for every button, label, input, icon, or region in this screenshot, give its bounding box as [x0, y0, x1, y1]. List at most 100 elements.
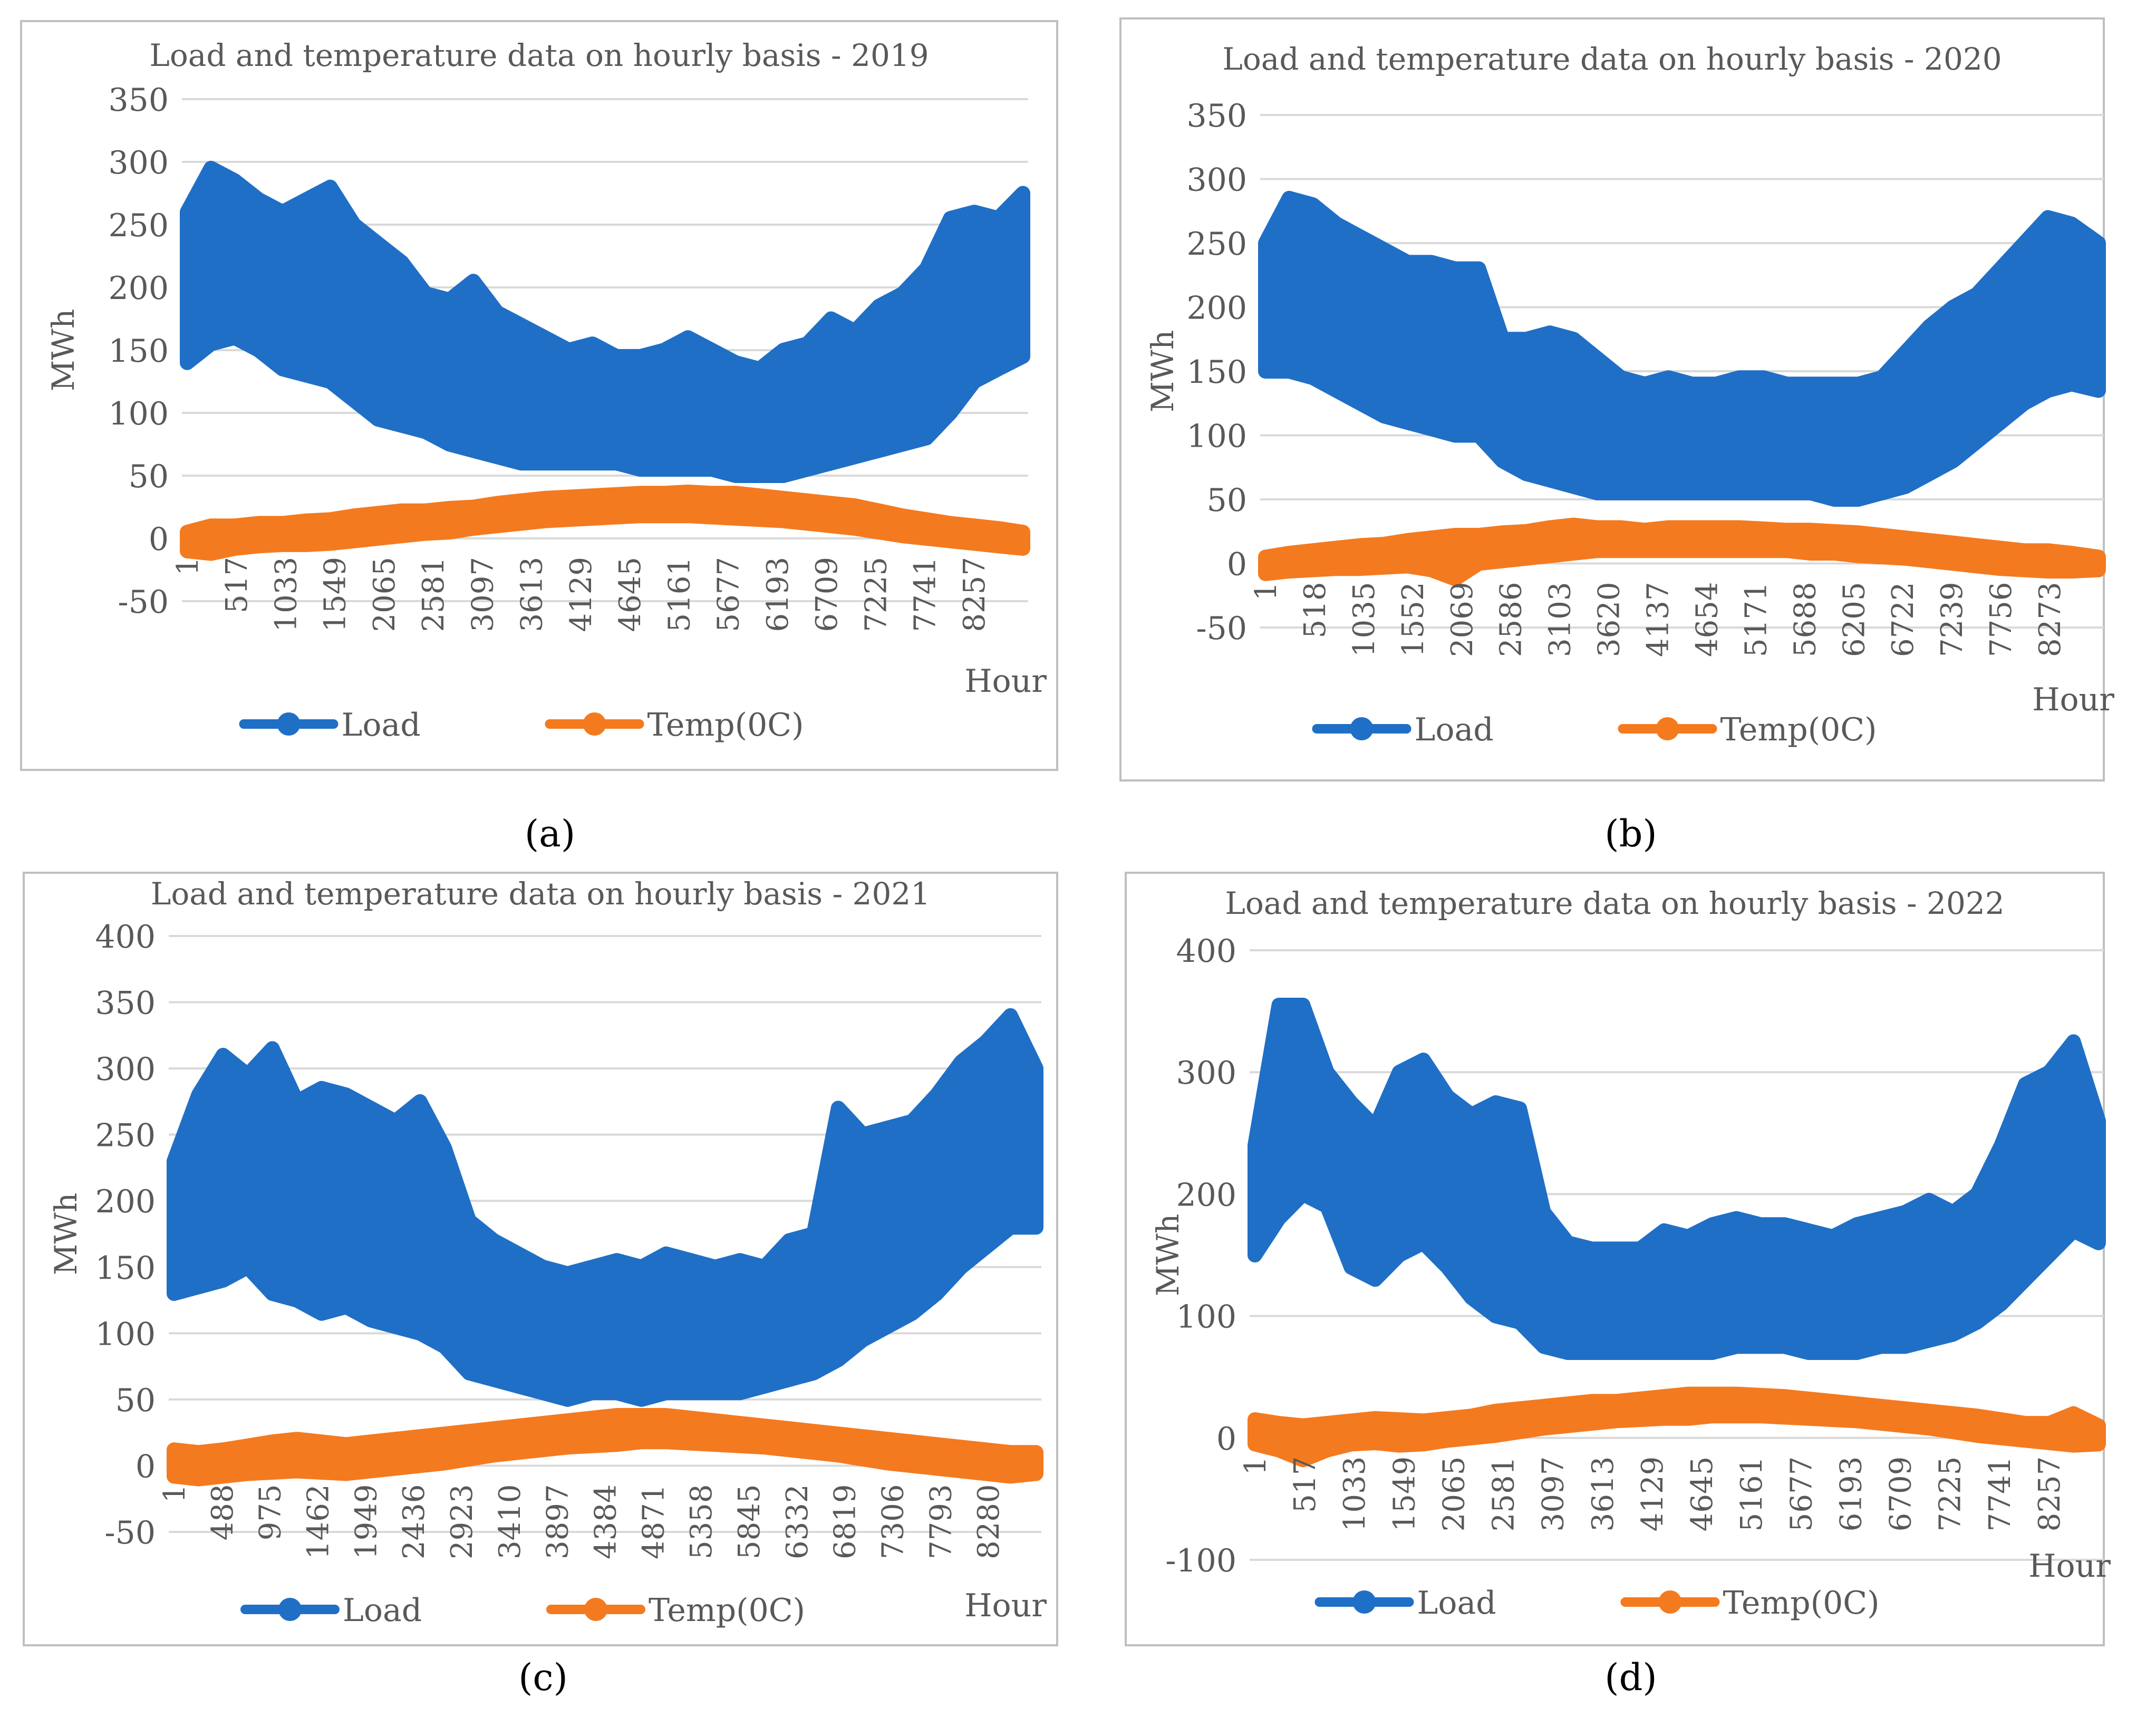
x-axis-label: Hour [964, 663, 1047, 700]
x-tick-label: 1 [158, 1484, 192, 1503]
x-tick-label: 3613 [515, 557, 549, 632]
x-tick-label: 4645 [613, 557, 647, 632]
x-tick-label: 517 [1288, 1456, 1322, 1513]
x-axis-label: Hour [2032, 681, 2114, 718]
y-tick-label: 0 [149, 521, 169, 558]
y-tick-label: 200 [1186, 290, 1247, 327]
chart-panel-3: Load and temperature data on hourly basi… [23, 872, 1058, 1699]
y-tick-label: 350 [108, 82, 169, 119]
x-tick-label: 2923 [445, 1484, 479, 1559]
x-tick-label: 5677 [712, 557, 746, 632]
legend-swatch-marker [1352, 1590, 1376, 1614]
y-tick-label: 200 [95, 1183, 156, 1220]
x-tick-label: 1 [1239, 1456, 1273, 1475]
y-tick-label: -50 [104, 1515, 156, 1551]
legend-swatch-marker [278, 1598, 302, 1621]
legend-swatch-marker [1656, 717, 1679, 740]
x-tick-label: 7306 [876, 1484, 911, 1559]
y-axis-label: MWh [1150, 1214, 1186, 1296]
x-tick-label: 2586 [1494, 582, 1529, 658]
y-tick-label: 400 [1176, 933, 1236, 970]
x-tick-label: 2581 [1487, 1456, 1521, 1532]
legend-label: Load [342, 707, 421, 744]
x-tick-label: 5161 [1735, 1456, 1769, 1532]
series-temp [1248, 1386, 2106, 1468]
x-tick-label: 4129 [564, 557, 598, 632]
y-tick-label: 350 [1186, 98, 1247, 134]
x-tick-label: 6193 [1834, 1456, 1868, 1532]
panel-caption: (a) [525, 812, 575, 855]
x-tick-label: 4645 [1685, 1456, 1719, 1532]
y-tick-label: 0 [1216, 1421, 1236, 1458]
y-tick-label: 300 [95, 1051, 156, 1088]
x-tick-label: 7225 [859, 557, 893, 632]
y-tick-label: 300 [108, 144, 169, 181]
x-tick-label: 8273 [2033, 582, 2067, 658]
x-tick-label: 1549 [1387, 1456, 1422, 1532]
x-tick-label: 5171 [1739, 582, 1773, 658]
legend-label: Temp(0C) [647, 707, 804, 744]
y-tick-label: 350 [95, 985, 156, 1022]
x-tick-label: 6332 [780, 1484, 815, 1559]
x-tick-label: 975 [254, 1484, 288, 1540]
x-tick-label: 7756 [1984, 582, 2018, 658]
legend-label: Temp(0C) [1723, 1585, 1880, 1622]
x-tick-label: 5161 [662, 557, 697, 632]
legend-label: Load [1415, 711, 1494, 748]
y-tick-label: 250 [108, 207, 169, 244]
chart-panel-4: Load and temperature data on hourly basi… [1125, 872, 2111, 1699]
series-load [180, 160, 1030, 483]
chart-title: Load and temperature data on hourly basi… [151, 876, 930, 912]
legend: Load Temp(0C) [239, 707, 804, 744]
x-tick-label: 7741 [1983, 1456, 2017, 1532]
x-tick-label: 2436 [397, 1484, 431, 1559]
x-tick-label: 8257 [2033, 1456, 2067, 1532]
y-tick-label: 200 [108, 270, 169, 307]
chart-panel-1: Load and temperature data on hourly basi… [20, 20, 1058, 855]
legend: Load Temp(0C) [1312, 711, 1877, 748]
legend: Load Temp(0C) [240, 1592, 805, 1629]
y-tick-label: 100 [108, 396, 169, 432]
chart-panel-2: Load and temperature data on hourly basi… [1119, 17, 2114, 855]
y-tick-label: 50 [129, 458, 169, 495]
x-tick-label: 4654 [1690, 582, 1724, 658]
x-tick-label: 3097 [1536, 1456, 1571, 1532]
x-tick-label: 7741 [908, 557, 943, 632]
x-tick-label: 3897 [541, 1484, 575, 1559]
x-tick-label: 5358 [684, 1484, 719, 1559]
y-tick-label: 150 [108, 333, 169, 370]
x-tick-label: 1033 [269, 557, 303, 632]
chart-title: Load and temperature data on hourly basi… [1222, 41, 2002, 77]
legend-swatch-marker [277, 712, 301, 736]
x-tick-label: 1552 [1396, 582, 1430, 658]
x-tick-label: 8257 [958, 557, 992, 632]
y-tick-label: -50 [118, 584, 169, 621]
x-tick-label: 517 [220, 557, 254, 613]
x-tick-label: 3103 [1543, 582, 1578, 658]
panel-caption: (d) [1604, 1656, 1657, 1699]
y-tick-label: 400 [95, 919, 156, 956]
x-tick-label: 1949 [349, 1484, 383, 1559]
y-tick-label: 50 [115, 1382, 156, 1419]
x-tick-label: 5677 [1784, 1456, 1819, 1532]
x-tick-label: 7793 [924, 1484, 958, 1559]
y-axis-label: MWh [1145, 330, 1181, 412]
y-tick-label: 0 [136, 1448, 156, 1485]
x-tick-label: 4384 [589, 1484, 623, 1559]
y-tick-label: 250 [1186, 226, 1247, 263]
x-tick-label: 6819 [828, 1484, 863, 1559]
series-temp [1258, 517, 2106, 586]
legend-label: Temp(0C) [649, 1592, 805, 1629]
x-tick-label: 518 [1298, 582, 1332, 639]
y-tick-label: 250 [95, 1117, 156, 1154]
legend: Load Temp(0C) [1314, 1585, 1880, 1622]
legend-swatch-marker [1350, 717, 1374, 740]
x-tick-label: 6193 [761, 557, 795, 632]
y-tick-label: -50 [1196, 610, 1247, 647]
x-tick-label: 2581 [417, 557, 451, 632]
x-tick-label: 1 [1249, 582, 1283, 601]
x-tick-label: 6709 [810, 557, 844, 632]
legend-label: Load [343, 1592, 422, 1629]
x-tick-label: 5688 [1788, 582, 1822, 658]
